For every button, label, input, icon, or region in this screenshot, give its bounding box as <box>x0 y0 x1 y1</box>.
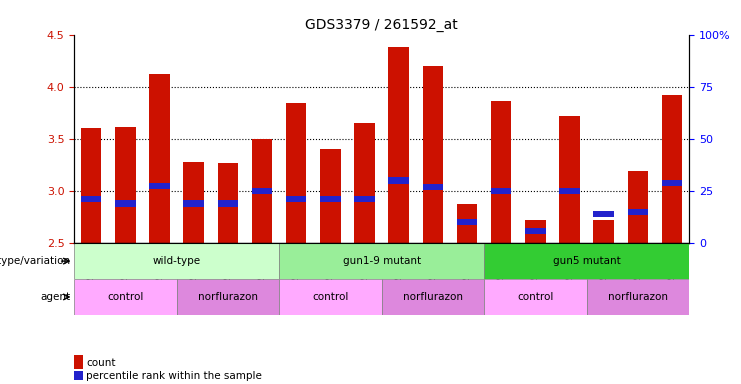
FancyBboxPatch shape <box>176 279 279 315</box>
FancyBboxPatch shape <box>279 279 382 315</box>
Bar <box>354 123 375 243</box>
FancyBboxPatch shape <box>587 279 689 315</box>
Bar <box>456 204 477 243</box>
Text: norflurazon: norflurazon <box>198 292 258 302</box>
Bar <box>252 188 272 194</box>
Bar <box>628 171 648 243</box>
Bar <box>662 180 682 186</box>
FancyBboxPatch shape <box>484 243 689 279</box>
Text: count: count <box>86 358 116 368</box>
Bar <box>525 220 545 243</box>
Bar <box>320 149 341 243</box>
FancyBboxPatch shape <box>484 279 587 315</box>
Bar <box>184 200 204 207</box>
Bar <box>218 200 238 207</box>
Bar <box>628 209 648 215</box>
Bar <box>559 188 579 194</box>
Text: agent: agent <box>41 292 70 302</box>
Bar <box>115 200 136 207</box>
Bar <box>491 188 511 194</box>
Text: gun1-9 mutant: gun1-9 mutant <box>342 256 421 266</box>
FancyBboxPatch shape <box>279 243 484 279</box>
Bar <box>388 47 409 243</box>
Text: control: control <box>312 292 348 302</box>
Bar <box>594 211 614 217</box>
Text: norflurazon: norflurazon <box>403 292 463 302</box>
Bar <box>354 196 375 202</box>
Title: GDS3379 / 261592_at: GDS3379 / 261592_at <box>305 18 458 32</box>
Text: genotype/variation: genotype/variation <box>0 256 70 266</box>
FancyBboxPatch shape <box>74 279 176 315</box>
Bar <box>81 128 102 243</box>
Bar <box>422 184 443 190</box>
Bar <box>456 219 477 225</box>
Bar <box>491 101 511 243</box>
Bar <box>149 74 170 243</box>
Bar <box>81 196 102 202</box>
Text: control: control <box>107 292 144 302</box>
Bar <box>149 183 170 189</box>
Bar <box>286 103 307 243</box>
Bar <box>286 196 307 202</box>
Bar <box>422 66 443 243</box>
Bar <box>525 228 545 234</box>
Bar <box>594 220 614 243</box>
Bar <box>662 95 682 243</box>
Bar <box>218 163 238 243</box>
Text: norflurazon: norflurazon <box>608 292 668 302</box>
Bar <box>559 116 579 243</box>
Bar <box>320 196 341 202</box>
Bar <box>115 127 136 243</box>
Text: percentile rank within the sample: percentile rank within the sample <box>86 371 262 381</box>
Text: wild-type: wild-type <box>153 256 201 266</box>
Bar <box>388 177 409 184</box>
FancyBboxPatch shape <box>74 243 279 279</box>
Bar <box>252 139 272 243</box>
Text: gun5 mutant: gun5 mutant <box>553 256 620 266</box>
Text: control: control <box>517 292 554 302</box>
Bar <box>184 162 204 243</box>
FancyBboxPatch shape <box>382 279 484 315</box>
